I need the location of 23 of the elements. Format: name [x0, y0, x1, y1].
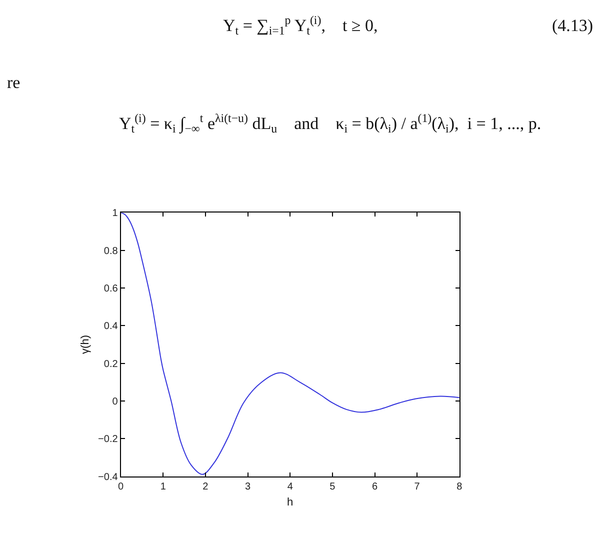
y-tick-label: −0.2: [98, 434, 118, 446]
text: re: [7, 73, 20, 92]
line-series: [120, 212, 460, 475]
x-tick-label: 2: [202, 481, 209, 492]
y-axis-title: γ(h): [80, 335, 92, 354]
text: (4.13): [552, 16, 594, 35]
x-tick-label: 5: [330, 481, 336, 492]
y-tick-label: 0: [112, 396, 118, 408]
y-tick-label: 0.6: [104, 284, 118, 295]
y-tick-label: −0.4: [98, 472, 118, 483]
x-tick-label: 8: [456, 481, 463, 492]
text: Y$_{t}$ = ∑$_{i=1}$$^{p}$ Y$_{t}$$^{(i)}$, t ≥ 0,: [223, 13, 378, 38]
y-tick-label: 1: [112, 208, 118, 220]
x-tick-label: 1: [160, 481, 166, 492]
x-tick-label: 7: [414, 481, 420, 492]
y-tick-label: 0.8: [104, 246, 118, 257]
x-axis-title: h: [287, 496, 294, 508]
x-tick-label: 4: [287, 481, 294, 492]
text: Y$_{t}$$^{(i)}$ = κ$_{i}$ ∫$_{−∞}$$^{t}$ e$^{λi(t−u)}$ dL$_{u}$ and κ$_{i}$ = b(λ$_{i}$) / a$^{(1)}$(λ$_{i}$), i = 1, ..., p.: [119, 111, 542, 136]
x-tick-label: 3: [245, 481, 251, 492]
y-tick-label: 0.2: [104, 358, 118, 370]
x-tick-label: 6: [372, 481, 378, 492]
y-tick-label: 0.4: [104, 321, 118, 332]
